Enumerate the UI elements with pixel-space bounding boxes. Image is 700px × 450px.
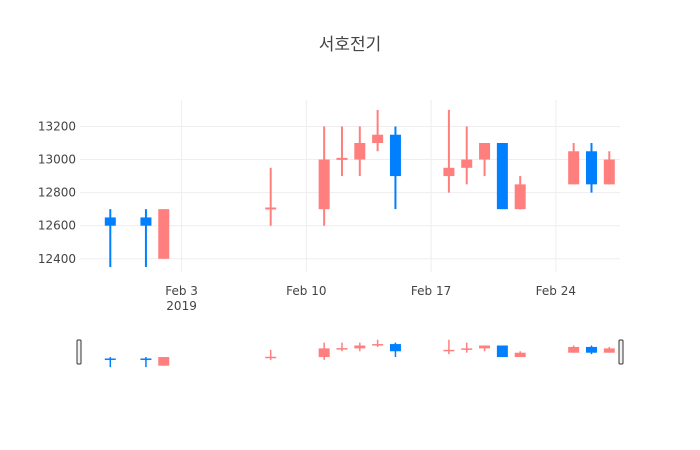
y-axis-ticks: 12400 12600 12800 13000 13200 xyxy=(38,119,76,265)
candle[interactable] xyxy=(603,151,615,185)
x-axis-ticks: Feb 3 Feb 10 Feb 17 Feb 24 xyxy=(165,284,576,298)
candle-body xyxy=(140,217,152,226)
slider-candle xyxy=(265,349,277,360)
y-tick-label: 13200 xyxy=(38,119,76,133)
candle[interactable] xyxy=(443,109,455,193)
candle[interactable] xyxy=(389,126,401,210)
candle-body xyxy=(443,167,455,177)
candle-body xyxy=(104,217,116,226)
y-tick-label: 12800 xyxy=(38,186,76,200)
candle[interactable] xyxy=(158,209,170,259)
candles xyxy=(104,109,615,268)
slider-candle xyxy=(603,346,615,353)
candle-body xyxy=(603,159,615,185)
slider-candle-body xyxy=(585,346,597,353)
slider-candle xyxy=(336,342,348,352)
slider-candle-body xyxy=(389,344,401,352)
y-tick-label: 12600 xyxy=(38,219,76,233)
candle[interactable] xyxy=(479,143,491,177)
candle-body xyxy=(496,143,508,210)
candle[interactable] xyxy=(140,209,152,268)
candle[interactable] xyxy=(568,143,580,185)
slider-candle xyxy=(389,342,401,358)
candle[interactable] xyxy=(104,209,116,268)
range-slider-left-handle[interactable] xyxy=(76,339,82,365)
candle-body xyxy=(479,143,491,160)
slider-candle-body xyxy=(443,349,455,352)
candle[interactable] xyxy=(336,126,348,177)
slider-candle xyxy=(372,339,384,347)
y-tick-label: 13000 xyxy=(38,153,76,167)
slider-candle-body xyxy=(336,348,348,350)
candle[interactable] xyxy=(461,126,473,185)
slider-candle xyxy=(104,357,116,368)
slider-candle xyxy=(514,351,526,358)
candle-body xyxy=(389,134,401,177)
slider-candle-body xyxy=(354,345,366,349)
slider-candle-body xyxy=(265,356,277,359)
x-tick-year: 2019 xyxy=(166,299,197,313)
slider-candle-body xyxy=(140,358,152,360)
slider-candle xyxy=(461,342,473,353)
candle-body xyxy=(265,207,277,210)
candle[interactable] xyxy=(265,167,277,226)
range-slider[interactable] xyxy=(76,338,624,368)
candle-body xyxy=(336,157,348,160)
slider-candle xyxy=(585,345,597,355)
candle-body xyxy=(318,159,330,210)
candle[interactable] xyxy=(585,143,597,193)
x-tick-label: Feb 3 xyxy=(165,284,198,298)
grid-lines xyxy=(80,100,620,272)
x-tick-label: Feb 24 xyxy=(536,284,576,298)
candle[interactable] xyxy=(318,126,330,226)
slider-candle xyxy=(443,339,455,355)
slider-candle-body xyxy=(158,357,170,366)
x-tick-label: Feb 17 xyxy=(411,284,451,298)
slider-candle-body xyxy=(568,346,580,353)
slider-candle-body xyxy=(479,345,491,349)
candle[interactable] xyxy=(514,176,526,210)
candle-body xyxy=(514,184,526,210)
candle[interactable] xyxy=(372,109,384,152)
range-slider-candles xyxy=(104,339,615,368)
slider-candle xyxy=(140,357,152,368)
candle-body xyxy=(585,151,597,185)
slider-candle-body xyxy=(603,348,615,353)
slider-candle xyxy=(354,342,366,352)
slider-candle-body xyxy=(461,348,473,350)
range-slider-right-handle[interactable] xyxy=(618,339,624,365)
candle-body xyxy=(461,159,473,168)
candle-body xyxy=(354,143,366,160)
slider-candle-body xyxy=(514,352,526,358)
candle-body xyxy=(372,134,384,143)
range-slider-track[interactable] xyxy=(80,338,620,368)
candle-body xyxy=(568,151,580,185)
slider-candle xyxy=(479,345,491,352)
slider-candle xyxy=(158,357,170,366)
chart-title: 서호전기 xyxy=(319,35,382,55)
slider-candle xyxy=(568,345,580,353)
candle[interactable] xyxy=(496,143,508,210)
candle[interactable] xyxy=(354,126,366,177)
slider-candle xyxy=(318,342,330,360)
slider-candle-body xyxy=(104,358,116,360)
slider-candle-body xyxy=(372,344,384,346)
slider-candle-body xyxy=(318,348,330,358)
x-tick-label: Feb 10 xyxy=(286,284,326,298)
candle-body xyxy=(158,209,170,259)
slider-candle xyxy=(496,345,508,358)
y-tick-label: 12400 xyxy=(38,252,76,266)
slider-candle-body xyxy=(496,345,508,358)
